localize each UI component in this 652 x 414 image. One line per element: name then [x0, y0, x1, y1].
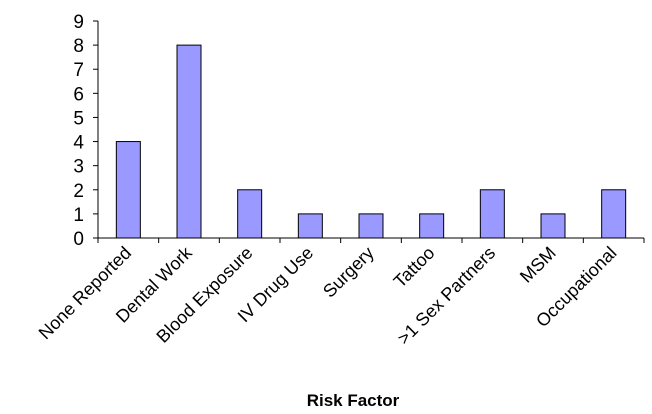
bar — [358, 213, 384, 239]
y-tick-label: 9 — [73, 12, 84, 33]
y-tick-label: 1 — [73, 205, 84, 226]
bar — [601, 189, 627, 239]
y-tick-label: 0 — [73, 229, 84, 250]
bar — [237, 189, 263, 239]
bar — [297, 213, 323, 239]
bar — [419, 213, 445, 239]
x-axis — [97, 237, 645, 243]
y-tick-label: 3 — [73, 157, 84, 178]
y-tick-label: 7 — [73, 60, 84, 81]
category-label: Surgery — [319, 243, 378, 302]
y-tick-label: 5 — [73, 108, 84, 129]
category-label: None Reported — [35, 243, 135, 343]
y-tick-label: 4 — [73, 133, 84, 154]
y-tick-label: 8 — [73, 36, 84, 57]
bar — [115, 141, 141, 239]
bar — [176, 44, 202, 239]
y-axis: 0 1 2 3 4 5 6 7 8 9 — [73, 12, 99, 250]
bar — [540, 213, 566, 239]
bar — [479, 189, 505, 239]
y-tick-label: 6 — [73, 84, 84, 105]
category-label: MSM — [516, 243, 560, 287]
x-axis-title: Risk Factor — [307, 391, 400, 410]
bars — [115, 44, 627, 239]
category-label: Tattoo — [390, 243, 439, 292]
y-tick-label: 2 — [73, 181, 84, 202]
